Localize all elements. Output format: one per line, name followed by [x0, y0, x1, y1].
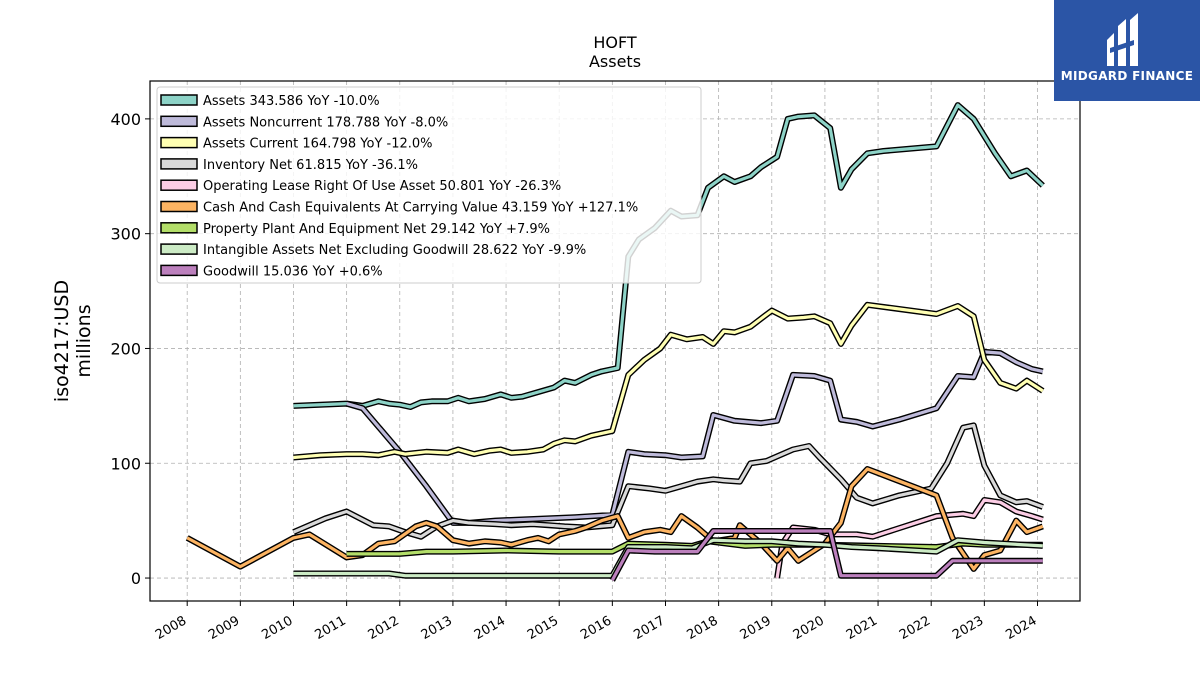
y-tick-label: 0	[131, 569, 141, 588]
legend-item-assets-current: Assets Current 164.798 YoY -12.0%	[160, 136, 433, 152]
series-line	[293, 538, 1043, 578]
y-tick-label: 100	[110, 454, 141, 473]
legend-swatch	[160, 94, 198, 106]
legend-label: Intangible Assets Net Excluding Goodwill…	[203, 243, 586, 258]
y-tick-label: 300	[110, 225, 141, 244]
legend-swatch	[160, 158, 198, 170]
legend-swatch	[160, 200, 198, 213]
legend-label: Assets 343.586 YoY -10.0%	[203, 94, 380, 109]
series-cash-and-cash-equivalents-at-carrying-value	[185, 466, 1044, 572]
legend-item-assets: Assets 343.586 YoY -10.0%	[160, 94, 380, 109]
logo-mark-icon	[1107, 13, 1138, 66]
legend-swatch	[160, 179, 198, 191]
legend-swatch	[160, 243, 198, 255]
series-intangible-assets-net-excluding-goodwill	[293, 537, 1043, 579]
y-tick-label: 400	[110, 110, 141, 129]
legend-item-intangible-assets-net-excluding-goodwill: Intangible Assets Net Excluding Goodwill…	[160, 243, 586, 258]
y-axis-label-line1: iso4217:USD	[51, 280, 73, 402]
legend-swatch	[160, 136, 198, 149]
series-goodwill	[609, 528, 1043, 582]
legend-label: Goodwill 15.036 YoY +0.6%	[203, 264, 383, 279]
y-axis-label-line2: millions	[73, 304, 95, 377]
logo-text: MIDGARD FINANCE	[1061, 69, 1193, 83]
legend-item-property-plant-and-equipment-net: Property Plant And Equipment Net 29.142 …	[160, 222, 550, 237]
series-line	[186, 467, 1044, 571]
legend-swatch	[160, 222, 198, 234]
legend-item-operating-lease-right-of-use-asset: Operating Lease Right Of Use Asset 50.80…	[160, 179, 561, 194]
plot-frame	[149, 80, 1081, 602]
legend-label: Assets Current 164.798 YoY -12.0%	[203, 137, 433, 152]
chart-title: HOFT	[593, 33, 637, 52]
legend-item-cash-and-cash-equivalents-at-carrying-value: Cash And Cash Equivalents At Carrying Va…	[160, 200, 638, 216]
legend-box	[156, 86, 702, 284]
legend-swatch	[160, 264, 198, 277]
chart-subtitle: Assets	[589, 52, 641, 71]
legend-item-inventory-net: Inventory Net 61.815 YoY -36.1%	[160, 158, 418, 173]
series-line	[293, 303, 1044, 460]
legend-label: Cash And Cash Equivalents At Carrying Va…	[203, 201, 638, 216]
series-line	[610, 529, 1043, 582]
y-axis-label: iso4217:USD millions	[51, 280, 95, 402]
legend-label: Property Plant And Equipment Net 29.142 …	[203, 222, 550, 237]
legend-item-assets-noncurrent: Assets Noncurrent 178.788 YoY -8.0%	[160, 115, 448, 130]
brand-logo: MIDGARD FINANCE	[1054, 0, 1200, 101]
series-assets-current	[293, 301, 1045, 461]
y-tick-label: 200	[110, 339, 141, 358]
legend-label: Operating Lease Right Of Use Asset 50.80…	[203, 179, 561, 194]
legend: Assets 343.586 YoY -10.0% Assets Noncurre…	[156, 86, 702, 284]
legend-label: Assets Noncurrent 178.788 YoY -8.0%	[203, 115, 448, 130]
logo-background	[1054, 0, 1200, 101]
y-axis: 0 100 200 300 400	[110, 110, 150, 588]
legend-label: Inventory Net 61.815 YoY -36.1%	[203, 158, 418, 173]
legend-item-goodwill: Goodwill 15.036 YoY +0.6%	[160, 264, 383, 279]
legend-swatch	[160, 115, 198, 128]
